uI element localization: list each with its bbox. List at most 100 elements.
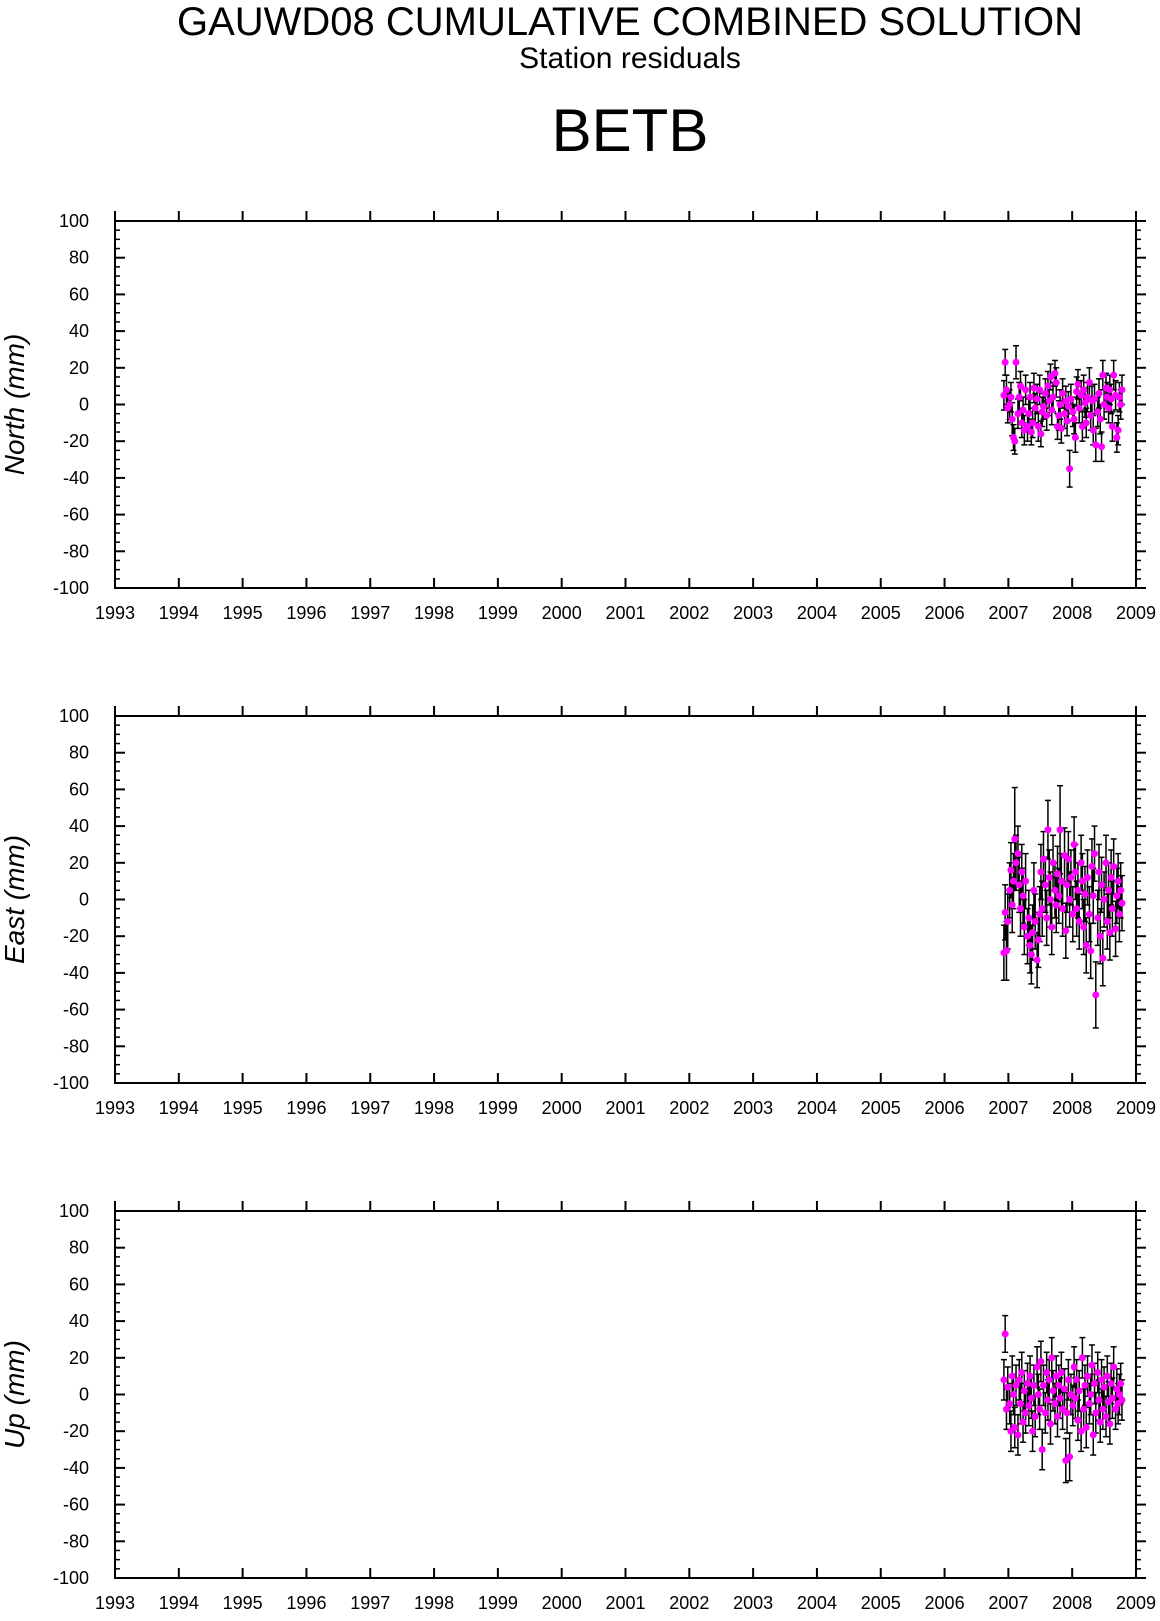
y-tick-label: 80 <box>69 248 89 268</box>
data-point <box>1091 1379 1099 1387</box>
data-point <box>1085 1400 1093 1408</box>
data-point <box>1087 1391 1095 1398</box>
data-point <box>1074 1416 1082 1424</box>
data-point <box>1027 428 1035 436</box>
data-point <box>1007 393 1015 401</box>
data-point <box>1110 371 1118 379</box>
data-point <box>1018 419 1026 427</box>
data-point <box>1001 358 1009 366</box>
data-point <box>1084 1372 1092 1380</box>
data-point <box>1075 918 1083 926</box>
data-point <box>1115 393 1123 401</box>
data-point <box>1106 1420 1114 1428</box>
x-tick-label: 1996 <box>286 603 326 623</box>
data-point <box>1041 389 1049 397</box>
x-tick-label: 2001 <box>605 603 645 623</box>
data-point <box>1008 901 1016 909</box>
data-point <box>1018 868 1026 876</box>
x-tick-label: 2001 <box>605 1593 645 1613</box>
data-point <box>1000 391 1008 399</box>
x-tick-label: 1993 <box>95 1593 135 1613</box>
data-point <box>1096 415 1104 423</box>
x-tick-label: 2000 <box>542 1098 582 1118</box>
data-point <box>1081 890 1089 898</box>
x-tick-label: 2006 <box>925 603 965 623</box>
x-tick-label: 1999 <box>478 603 518 623</box>
data-point <box>1044 826 1052 834</box>
y-tick-label: 0 <box>79 890 89 910</box>
data-point <box>1081 399 1089 407</box>
data-point <box>1022 386 1030 394</box>
data-point <box>1099 1405 1107 1413</box>
y-tick-label: -20 <box>63 1421 89 1441</box>
data-point <box>1059 389 1067 397</box>
data-point <box>1049 393 1057 401</box>
data-point <box>1045 1376 1053 1384</box>
x-tick-label: 2003 <box>733 1593 773 1613</box>
data-point <box>1063 881 1071 889</box>
data-point <box>1095 389 1103 397</box>
data-point <box>1110 862 1118 870</box>
data-point <box>1022 877 1030 885</box>
data-point <box>1033 1363 1041 1371</box>
data-point <box>1075 1387 1083 1395</box>
x-tick-label: 2004 <box>797 1098 837 1118</box>
data-point <box>1041 881 1049 889</box>
data-point <box>1020 1387 1028 1395</box>
data-point <box>1038 1446 1046 1454</box>
data-point <box>1087 412 1095 420</box>
data-point <box>1036 386 1044 394</box>
x-tick-label: 2008 <box>1052 1593 1092 1613</box>
data-point <box>1106 929 1114 937</box>
data-point <box>1096 1418 1104 1426</box>
station-name: BETB <box>551 97 709 164</box>
x-tick-label: 2009 <box>1116 603 1156 623</box>
plot-frame <box>114 715 1137 1084</box>
data-point <box>1016 382 1024 390</box>
x-tick-label: 1996 <box>286 1098 326 1118</box>
x-tick-label: 2007 <box>988 603 1028 623</box>
data-point <box>1039 1381 1047 1389</box>
data-point <box>1009 877 1017 885</box>
data-point <box>1019 892 1027 900</box>
data-point <box>1092 1409 1100 1417</box>
data-point <box>1103 1372 1111 1380</box>
data-point <box>1070 840 1078 848</box>
panel-north: 1993 1994 1995 1996 1997 1998 1999 2000 2001 2002… <box>0 211 1156 623</box>
y-axis-label: Up (mm) <box>0 1340 30 1449</box>
data-point <box>1052 1372 1060 1380</box>
data-point <box>1113 1385 1121 1393</box>
data-point <box>1048 923 1056 931</box>
data-point <box>1036 1405 1044 1413</box>
x-tick-label: 2001 <box>605 1098 645 1118</box>
x-tick-label: 2003 <box>733 1098 773 1118</box>
data-point <box>1062 927 1070 935</box>
data-point <box>1034 936 1042 944</box>
data-point <box>1066 896 1074 903</box>
data-point <box>1030 1381 1038 1389</box>
data-point <box>1115 910 1123 918</box>
y-tick-label: 0 <box>79 395 89 415</box>
data-point <box>1059 905 1067 913</box>
data-point <box>1073 1376 1081 1384</box>
data-point <box>1006 886 1014 894</box>
data-point <box>1069 910 1077 918</box>
data-point <box>1051 886 1059 894</box>
data-point <box>1037 1357 1045 1365</box>
x-tick-label: 2002 <box>669 603 709 623</box>
x-tick-label: 2000 <box>542 603 582 623</box>
data-point <box>1002 1405 1010 1413</box>
x-tick-label: 1994 <box>159 603 199 623</box>
y-tick-label: 20 <box>69 358 89 378</box>
data-point <box>1057 1368 1065 1376</box>
data-point <box>1055 892 1063 900</box>
data-point <box>1049 1387 1057 1395</box>
data-point <box>1043 412 1051 420</box>
data-point <box>1018 1368 1026 1376</box>
x-tick-label: 1998 <box>414 603 454 623</box>
data-point <box>1020 923 1028 931</box>
data-point <box>1057 877 1065 885</box>
data-point <box>1048 406 1056 414</box>
data-point <box>1105 886 1113 894</box>
data-point <box>1112 1405 1120 1413</box>
